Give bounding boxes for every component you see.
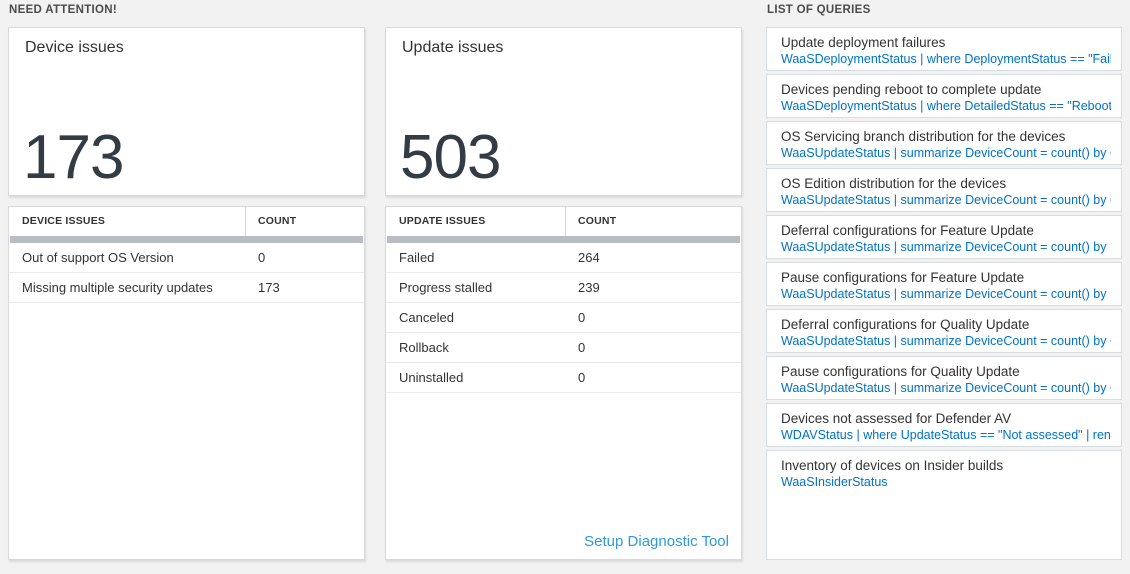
query-list-item[interactable]: OS Edition distribution for the devices …: [766, 168, 1122, 212]
issue-name: Failed: [399, 250, 435, 265]
query-title: Deferral configurations for Quality Upda…: [781, 317, 1030, 332]
update-table-header-count: COUNT: [578, 215, 617, 227]
update-table-header: UPDATE ISSUES COUNT: [386, 207, 741, 236]
query-list-item[interactable]: Pause configurations for Feature Update …: [766, 262, 1122, 306]
query-title: Pause configurations for Quality Update: [781, 364, 1020, 379]
query-code: WaaSUpdateStatus | summarize DeviceCount…: [781, 193, 1111, 207]
issue-name: Rollback: [399, 340, 449, 355]
issue-name: Progress stalled: [399, 280, 493, 295]
table-row[interactable]: Canceled 0: [386, 303, 741, 333]
table-row[interactable]: Failed 264: [386, 243, 741, 273]
issue-count: 173: [258, 280, 280, 295]
list-of-queries-heading: LIST OF QUERIES: [767, 4, 871, 16]
issue-count: 0: [578, 370, 586, 385]
table-row[interactable]: Missing multiple security updates 173: [9, 273, 364, 303]
device-issues-title: Device issues: [25, 39, 124, 56]
device-issues-count: 173: [23, 123, 124, 192]
update-issues-tile[interactable]: Update issues 503: [385, 27, 742, 196]
query-title: OS Edition distribution for the devices: [781, 176, 1007, 191]
query-list-item[interactable]: Deferral configurations for Feature Upda…: [766, 215, 1122, 259]
table-row[interactable]: Progress stalled 239: [386, 273, 741, 303]
query-list-item[interactable]: OS Servicing branch distribution for the…: [766, 121, 1122, 165]
query-list-item[interactable]: Update deployment failures WaaSDeploymen…: [766, 27, 1122, 71]
query-title: Inventory of devices on Insider builds: [781, 458, 1004, 473]
device-table-body: Out of support OS Version 0 Missing mult…: [9, 243, 364, 303]
query-code: WaaSUpdateStatus | summarize DeviceCount…: [781, 287, 1111, 301]
issue-name: Canceled: [399, 310, 454, 325]
query-list: Update deployment failures WaaSDeploymen…: [766, 27, 1122, 560]
issue-count: 0: [258, 250, 266, 265]
issue-name: Missing multiple security updates: [22, 280, 213, 295]
device-table-header: DEVICE ISSUES COUNT: [9, 207, 364, 236]
query-list-item[interactable]: Devices pending reboot to complete updat…: [766, 74, 1122, 118]
update-table-header-bar: [387, 236, 740, 243]
issue-count: 0: [578, 310, 586, 325]
update-table-header-issues: UPDATE ISSUES: [386, 207, 566, 236]
table-row[interactable]: Rollback 0: [386, 333, 741, 363]
query-code: WaaSUpdateStatus | summarize DeviceCount…: [781, 334, 1111, 348]
query-code: WDAVStatus | where UpdateStatus == "Not …: [781, 428, 1111, 442]
query-code: WaaSUpdateStatus | summarize DeviceCount…: [781, 146, 1111, 160]
query-code: WaaSUpdateStatus | summarize DeviceCount…: [781, 240, 1111, 254]
device-issues-table: DEVICE ISSUES COUNT Out of support OS Ve…: [8, 206, 365, 560]
device-issues-tile[interactable]: Device issues 173: [8, 27, 365, 196]
need-attention-heading: NEED ATTENTION!: [9, 4, 117, 16]
query-title: Devices pending reboot to complete updat…: [781, 82, 1042, 97]
table-row[interactable]: Out of support OS Version 0: [9, 243, 364, 273]
update-issues-title: Update issues: [402, 39, 504, 56]
issue-count: 0: [578, 340, 586, 355]
update-issues-table: UPDATE ISSUES COUNT Failed 264 Progress …: [385, 206, 742, 560]
device-table-header-count: COUNT: [258, 215, 297, 227]
table-row[interactable]: Uninstalled 0: [386, 363, 741, 393]
query-code: WaaSDeploymentStatus | where DetailedSta…: [781, 99, 1111, 113]
setup-diagnostic-tool-link[interactable]: Setup Diagnostic Tool: [584, 533, 729, 550]
query-list-item[interactable]: Pause configurations for Quality Update …: [766, 356, 1122, 400]
device-table-header-bar: [10, 236, 363, 243]
issue-count: 239: [578, 280, 600, 295]
query-list-item[interactable]: Inventory of devices on Insider builds W…: [766, 450, 1122, 560]
query-list-item[interactable]: Deferral configurations for Quality Upda…: [766, 309, 1122, 353]
query-list-item[interactable]: Devices not assessed for Defender AV WDA…: [766, 403, 1122, 447]
query-title: Pause configurations for Feature Update: [781, 270, 1025, 285]
device-table-header-issues: DEVICE ISSUES: [9, 207, 246, 236]
query-title: Devices not assessed for Defender AV: [781, 411, 1012, 426]
update-table-body: Failed 264 Progress stalled 239 Canceled…: [386, 243, 741, 393]
query-title: Deferral configurations for Feature Upda…: [781, 223, 1034, 238]
query-title: OS Servicing branch distribution for the…: [781, 129, 1066, 144]
query-code: WaaSUpdateStatus | summarize DeviceCount…: [781, 381, 1111, 395]
query-code: WaaSDeploymentStatus | where DeploymentS…: [781, 52, 1111, 66]
issue-count: 264: [578, 250, 600, 265]
update-issues-count: 503: [400, 123, 501, 192]
issue-name: Out of support OS Version: [22, 250, 174, 265]
query-code: WaaSInsiderStatus: [781, 475, 888, 489]
issue-name: Uninstalled: [399, 370, 464, 385]
query-title: Update deployment failures: [781, 35, 946, 50]
